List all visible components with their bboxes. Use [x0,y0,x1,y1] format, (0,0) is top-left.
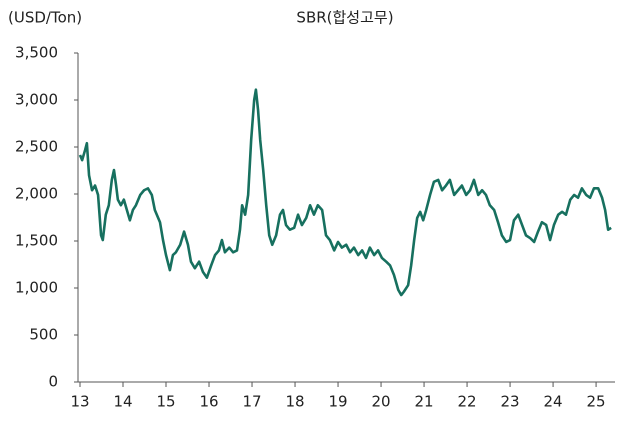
x-tick-label: 16 [199,393,218,411]
x-tick-label: 14 [113,393,132,411]
x-tick-label: 23 [501,393,520,411]
x-tick-label: 15 [156,393,175,411]
y-tick-label: 1,500 [15,232,58,250]
y-tick-label: 2,500 [15,138,58,156]
x-tick-label: 18 [285,393,304,411]
x-tick-label: 17 [242,393,261,411]
series-line [78,88,612,297]
x-tick-label: 22 [458,393,477,411]
y-tick-label: 2,000 [15,185,58,203]
x-tick-label: 25 [587,393,606,411]
chart-title: SBR(합성고무) [296,9,393,27]
x-tick-label: 21 [415,393,434,411]
y-axis-label: (USD/Ton) [8,9,82,27]
y-tick-label: 3,000 [15,91,58,109]
y-tick-label: 3,500 [15,44,58,62]
x-tick-label: 24 [544,393,563,411]
y-tick-label: 0 [48,373,58,391]
x-tick-label: 13 [70,393,89,411]
y-tick-label: 500 [29,326,58,344]
y-tick-label: 1,000 [15,279,58,297]
x-tick-label: 20 [371,393,390,411]
x-tick-label: 19 [328,393,347,411]
